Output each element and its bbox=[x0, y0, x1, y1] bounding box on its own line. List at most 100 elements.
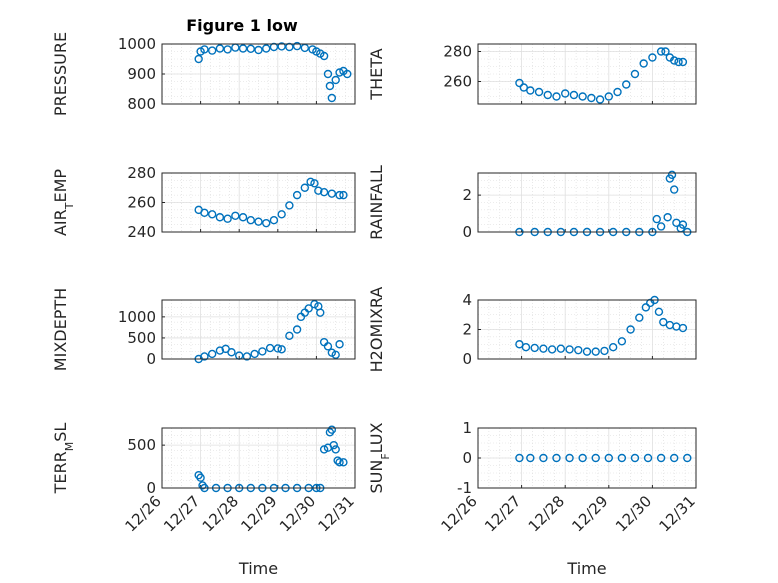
data-point bbox=[648, 53, 657, 62]
data-point bbox=[316, 308, 325, 317]
data-point bbox=[539, 453, 548, 463]
data-point bbox=[656, 47, 666, 56]
data-point bbox=[578, 453, 587, 463]
data-point bbox=[335, 458, 344, 467]
y-tick-label: 1 bbox=[462, 419, 472, 437]
data-point bbox=[667, 170, 677, 180]
data-point bbox=[678, 323, 688, 333]
data-point bbox=[200, 352, 209, 361]
data-point bbox=[215, 213, 225, 222]
y-tick-label: 1000 bbox=[118, 308, 156, 326]
y-tick-label: 900 bbox=[127, 65, 156, 83]
y-axis-label-subscript: F bbox=[379, 453, 392, 459]
figure-title: Figure 1 low bbox=[186, 16, 298, 35]
data-point bbox=[327, 189, 337, 198]
data-point bbox=[530, 343, 539, 353]
data-point bbox=[335, 68, 344, 77]
y-tick-label: 2 bbox=[462, 186, 472, 204]
data-point bbox=[306, 177, 315, 187]
data-point bbox=[659, 317, 668, 327]
data-point bbox=[639, 59, 648, 68]
data-point bbox=[304, 304, 313, 313]
data-point bbox=[238, 213, 248, 222]
subplot-1: 800 900 1000 PRESSURE bbox=[51, 32, 356, 116]
data-point bbox=[292, 190, 302, 200]
y-axis-label: MIXDEPTH bbox=[51, 288, 70, 371]
data-point bbox=[670, 185, 679, 194]
data-point bbox=[515, 340, 524, 349]
data-point bbox=[578, 92, 587, 101]
data-point bbox=[200, 208, 209, 218]
data-point bbox=[254, 45, 263, 55]
y-tick-label: 2 bbox=[462, 321, 472, 339]
data-point bbox=[678, 220, 688, 229]
axes-box bbox=[477, 172, 697, 233]
y-axis-label: RAINFALL bbox=[367, 165, 386, 240]
data-point bbox=[314, 186, 323, 195]
data-point bbox=[663, 213, 672, 222]
data-point bbox=[250, 349, 259, 359]
data-point bbox=[323, 342, 333, 351]
data-point bbox=[300, 183, 310, 192]
data-point bbox=[262, 218, 271, 228]
data-point bbox=[604, 92, 613, 101]
data-point bbox=[574, 345, 583, 355]
y-tick-label: 500 bbox=[127, 436, 156, 454]
y-tick-label: 500 bbox=[127, 329, 156, 347]
x-axis-label: Time bbox=[238, 559, 278, 578]
data-point bbox=[265, 343, 275, 353]
data-point bbox=[630, 453, 640, 463]
y-axis-label-subscript: M bbox=[63, 442, 76, 452]
data-point bbox=[319, 51, 329, 61]
data-point bbox=[207, 46, 217, 55]
data-point bbox=[215, 346, 225, 355]
data-point bbox=[587, 93, 596, 103]
data-point bbox=[652, 214, 661, 224]
y-tick-label: 0 bbox=[146, 479, 156, 497]
data-point bbox=[630, 69, 640, 79]
y-tick-label: 260 bbox=[443, 73, 472, 91]
y-tick-label: 800 bbox=[127, 95, 156, 113]
data-point bbox=[678, 57, 688, 67]
data-point bbox=[238, 44, 248, 53]
y-tick-label: 260 bbox=[127, 194, 156, 212]
data-point bbox=[656, 453, 666, 463]
data-point bbox=[277, 345, 286, 354]
data-point bbox=[310, 179, 319, 188]
data-point bbox=[526, 453, 535, 463]
data-point bbox=[641, 303, 651, 312]
data-point bbox=[269, 215, 279, 225]
data-point bbox=[194, 54, 203, 64]
subplot-6: 0 2 4 H2OMIXRA bbox=[367, 287, 697, 373]
y-axis-label: H2OMIXRA bbox=[367, 287, 386, 373]
data-point bbox=[319, 445, 329, 454]
y-axis-label-suffix: LUX bbox=[367, 422, 386, 453]
y-axis-label-subscript: T bbox=[63, 202, 76, 210]
data-point bbox=[643, 453, 653, 463]
x-axis-label: Time bbox=[566, 559, 606, 578]
y-tick-label: 4 bbox=[462, 291, 472, 309]
data-point bbox=[683, 453, 692, 463]
y-tick-label: 280 bbox=[127, 164, 156, 182]
axes-box bbox=[161, 172, 356, 233]
data-point bbox=[223, 214, 232, 223]
data-point bbox=[674, 57, 683, 67]
data-point bbox=[552, 92, 561, 101]
data-point bbox=[331, 445, 340, 454]
data-point bbox=[339, 458, 348, 467]
data-point bbox=[339, 190, 348, 200]
data-point bbox=[331, 350, 340, 359]
data-point bbox=[258, 347, 267, 356]
data-point bbox=[335, 190, 344, 200]
data-point bbox=[561, 89, 570, 98]
data-point bbox=[608, 343, 618, 352]
axes-box bbox=[477, 299, 697, 360]
y-axis-label-suffix: EMP bbox=[51, 169, 70, 203]
data-point bbox=[534, 87, 544, 97]
data-point bbox=[526, 86, 535, 95]
data-point bbox=[323, 69, 333, 79]
data-point bbox=[622, 80, 631, 89]
data-point bbox=[223, 45, 232, 54]
data-point bbox=[277, 210, 286, 219]
